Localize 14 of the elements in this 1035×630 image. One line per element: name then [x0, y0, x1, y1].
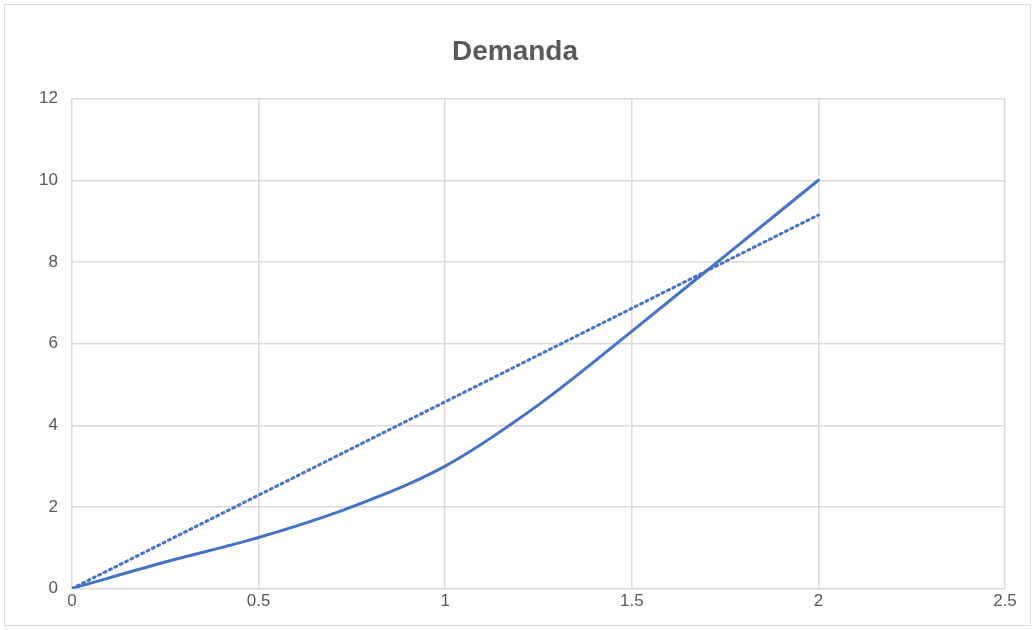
y-tick-label: 10 [38, 169, 58, 189]
y-tick-label: 8 [48, 251, 58, 271]
y-tick-label: 0 [48, 578, 58, 598]
y-tick-label: 12 [38, 88, 58, 108]
x-tick-label: 0.5 [246, 591, 271, 611]
chart-title: Demanda [451, 34, 579, 66]
x-tick-label: 1.5 [619, 591, 644, 611]
x-tick-label: 1 [440, 591, 450, 611]
x-tick-label: 2 [813, 591, 824, 611]
y-tick-label: 6 [48, 333, 58, 353]
y-tick-label: 2 [48, 496, 58, 516]
y-tick-label: 4 [48, 414, 58, 434]
x-tick-label: 2.5 [993, 591, 1017, 611]
x-tick-label: 0 [67, 591, 77, 611]
